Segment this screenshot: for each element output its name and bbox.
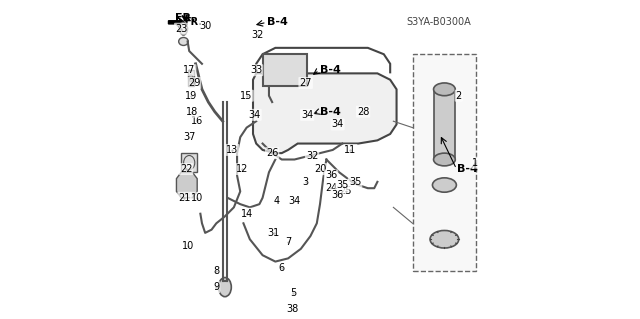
Text: 4: 4 bbox=[274, 196, 280, 206]
Text: B-4: B-4 bbox=[320, 107, 341, 117]
Ellipse shape bbox=[218, 278, 231, 297]
Ellipse shape bbox=[430, 230, 459, 248]
Ellipse shape bbox=[433, 83, 455, 96]
Text: FR.: FR. bbox=[184, 17, 202, 27]
Text: 25: 25 bbox=[339, 186, 352, 197]
Text: 11: 11 bbox=[344, 145, 356, 155]
Text: 31: 31 bbox=[268, 228, 280, 238]
Text: B-4: B-4 bbox=[320, 65, 341, 75]
Text: 24: 24 bbox=[325, 183, 337, 193]
Text: 28: 28 bbox=[357, 107, 369, 117]
Text: 2: 2 bbox=[456, 91, 462, 101]
Text: 9: 9 bbox=[213, 282, 220, 292]
Text: 12: 12 bbox=[236, 164, 248, 174]
Text: 32: 32 bbox=[306, 151, 318, 161]
Ellipse shape bbox=[179, 38, 188, 46]
Text: 13: 13 bbox=[226, 145, 239, 155]
Polygon shape bbox=[181, 153, 197, 172]
Bar bbox=[413, 54, 476, 271]
Text: 15: 15 bbox=[241, 91, 253, 101]
Text: 30: 30 bbox=[199, 20, 211, 31]
Polygon shape bbox=[253, 73, 397, 153]
Text: 10: 10 bbox=[191, 193, 204, 203]
Text: 22: 22 bbox=[180, 164, 192, 174]
Text: 27: 27 bbox=[300, 78, 312, 88]
Text: 36: 36 bbox=[332, 189, 344, 200]
Bar bbox=[433, 89, 455, 160]
Text: 8: 8 bbox=[213, 266, 220, 276]
Text: 21: 21 bbox=[178, 193, 191, 203]
Ellipse shape bbox=[179, 22, 188, 35]
Text: S3YA-B0300A: S3YA-B0300A bbox=[406, 17, 471, 27]
Text: 37: 37 bbox=[183, 132, 195, 142]
Ellipse shape bbox=[188, 75, 193, 81]
Text: 16: 16 bbox=[191, 116, 204, 126]
Polygon shape bbox=[177, 172, 197, 198]
Text: 36: 36 bbox=[325, 170, 337, 181]
Text: 34: 34 bbox=[332, 119, 344, 130]
Text: 23: 23 bbox=[175, 24, 188, 34]
Text: B-4: B-4 bbox=[457, 164, 478, 174]
Text: 34: 34 bbox=[289, 196, 301, 206]
Text: 35: 35 bbox=[349, 177, 361, 187]
Text: 34: 34 bbox=[301, 110, 314, 120]
Text: 34: 34 bbox=[248, 110, 260, 120]
Ellipse shape bbox=[433, 153, 455, 166]
Text: 29: 29 bbox=[188, 78, 200, 88]
Text: 14: 14 bbox=[241, 209, 253, 219]
Text: 26: 26 bbox=[266, 148, 278, 158]
Text: 7: 7 bbox=[285, 237, 291, 248]
Text: 3: 3 bbox=[303, 177, 308, 187]
Bar bbox=[262, 54, 307, 86]
Text: B-4: B-4 bbox=[268, 17, 288, 27]
Text: FR.: FR. bbox=[175, 13, 195, 23]
Text: 1: 1 bbox=[472, 158, 478, 168]
Text: 32: 32 bbox=[252, 30, 264, 40]
Ellipse shape bbox=[433, 178, 456, 192]
Text: 18: 18 bbox=[186, 107, 198, 117]
Text: 38: 38 bbox=[287, 304, 299, 315]
Text: 33: 33 bbox=[250, 65, 262, 75]
Polygon shape bbox=[188, 70, 194, 86]
Polygon shape bbox=[168, 18, 184, 27]
Text: 20: 20 bbox=[314, 164, 326, 174]
Text: 10: 10 bbox=[182, 241, 194, 251]
Text: 6: 6 bbox=[278, 263, 285, 273]
Text: 17: 17 bbox=[183, 65, 195, 75]
Text: 19: 19 bbox=[185, 91, 197, 101]
Text: 5: 5 bbox=[290, 288, 296, 299]
Text: 35: 35 bbox=[336, 180, 349, 190]
